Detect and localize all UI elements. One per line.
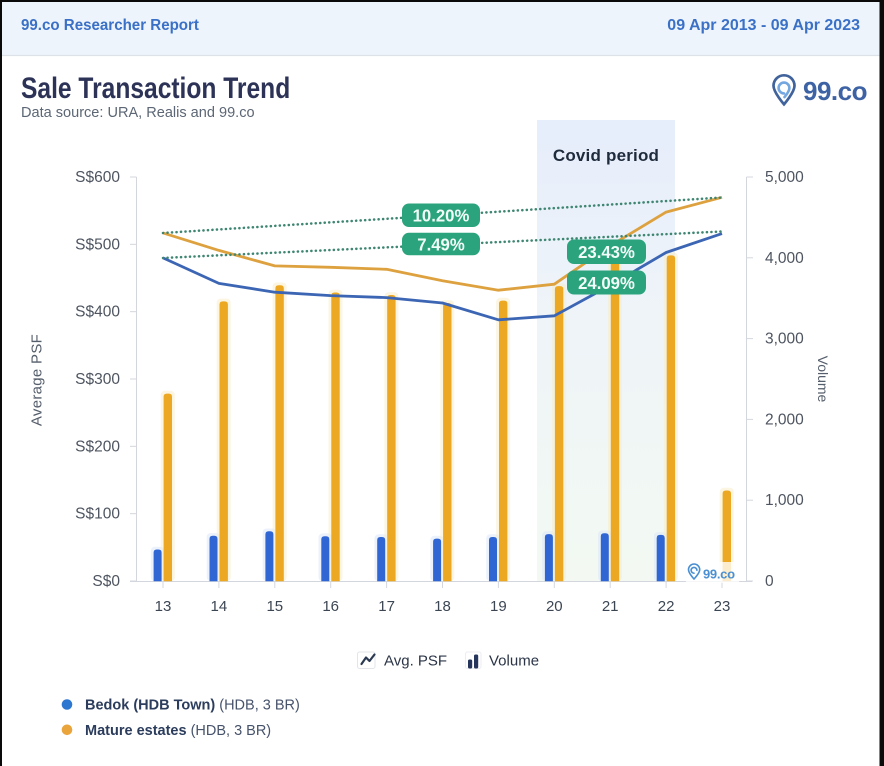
svg-text:23: 23	[714, 598, 731, 615]
svg-text:17: 17	[378, 598, 395, 615]
svg-text:14: 14	[211, 598, 228, 615]
svg-text:24.09%: 24.09%	[578, 272, 635, 293]
svg-text:20: 20	[546, 598, 563, 615]
svg-text:4,000: 4,000	[765, 250, 804, 267]
svg-text:Data source: URA, Realis and 9: Data source: URA, Realis and 99.co	[21, 105, 255, 121]
svg-text:1,000: 1,000	[765, 492, 804, 509]
svg-text:2,000: 2,000	[765, 411, 804, 428]
svg-text:99.co: 99.co	[703, 567, 735, 582]
svg-text:99.co Researcher Report: 99.co Researcher Report	[21, 17, 199, 34]
svg-text:S$500: S$500	[75, 236, 120, 253]
svg-text:S$400: S$400	[75, 304, 120, 321]
svg-text:19: 19	[490, 598, 507, 615]
svg-text:15: 15	[266, 598, 283, 615]
svg-text:7.49%: 7.49%	[417, 234, 464, 255]
svg-text:16: 16	[322, 598, 339, 615]
svg-text:Volume: Volume	[489, 653, 539, 670]
svg-text:S$0: S$0	[92, 573, 120, 590]
svg-text:S$200: S$200	[75, 438, 120, 455]
svg-text:10.20%: 10.20%	[413, 205, 470, 226]
svg-text:Volume: Volume	[815, 356, 831, 403]
svg-text:21: 21	[602, 598, 619, 615]
svg-text:5,000: 5,000	[765, 169, 804, 186]
svg-text:23.43%: 23.43%	[578, 241, 635, 262]
svg-text:99.co: 99.co	[803, 76, 867, 106]
svg-text:3,000: 3,000	[765, 331, 804, 348]
svg-text:S$600: S$600	[75, 169, 120, 186]
svg-text:Bedok (HDB Town) (HDB, 3 BR): Bedok (HDB Town) (HDB, 3 BR)	[85, 698, 300, 714]
svg-text:09 Apr 2013 - 09 Apr 2023: 09 Apr 2013 - 09 Apr 2023	[667, 17, 860, 34]
svg-text:S$300: S$300	[75, 371, 120, 388]
svg-text:Average PSF: Average PSF	[29, 334, 46, 426]
svg-text:22: 22	[658, 598, 675, 615]
svg-text:Mature estates (HDB, 3 BR): Mature estates (HDB, 3 BR)	[85, 723, 271, 739]
svg-text:Sale Transaction Trend: Sale Transaction Trend	[21, 71, 290, 105]
svg-text:Covid period: Covid period	[553, 146, 659, 165]
svg-text:Avg. PSF: Avg. PSF	[384, 653, 447, 670]
svg-text:13: 13	[155, 598, 172, 615]
svg-text:S$100: S$100	[75, 506, 120, 523]
svg-text:18: 18	[434, 598, 451, 615]
svg-text:0: 0	[765, 573, 774, 590]
